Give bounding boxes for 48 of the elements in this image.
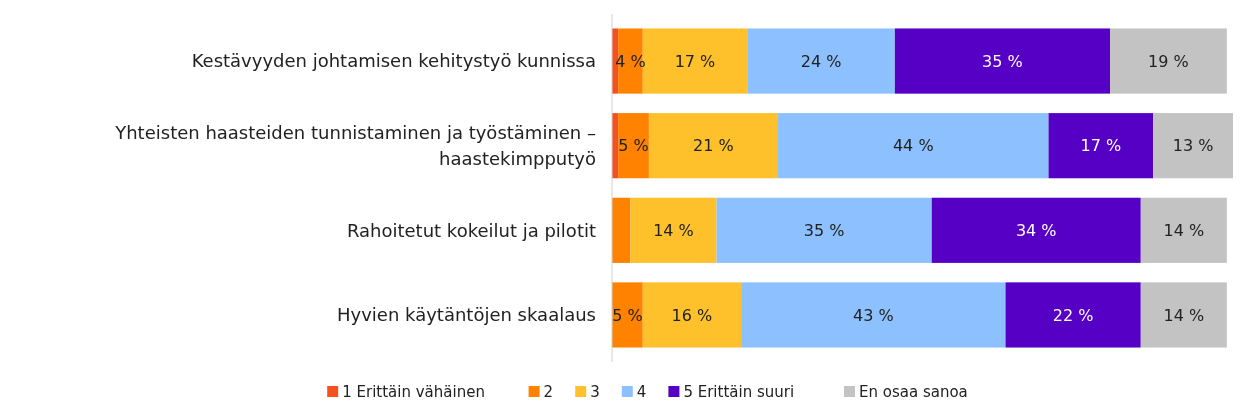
bar bbox=[618, 28, 643, 94]
data-label: 19 % bbox=[1148, 51, 1189, 71]
data-label: 24 % bbox=[800, 51, 842, 71]
bar bbox=[612, 197, 631, 263]
bar bbox=[1005, 282, 1141, 348]
bar bbox=[1110, 28, 1227, 94]
bar bbox=[931, 197, 1141, 263]
bar bbox=[1153, 113, 1233, 179]
bar bbox=[1140, 282, 1227, 348]
data-label: 5 % bbox=[618, 136, 649, 156]
bar bbox=[642, 282, 742, 348]
data-label: 5 % bbox=[612, 305, 643, 325]
legend-label: 3 bbox=[590, 383, 600, 402]
legend-label: 2 bbox=[543, 383, 554, 402]
bar bbox=[741, 282, 1006, 348]
bar bbox=[1048, 113, 1154, 179]
bar bbox=[648, 113, 779, 179]
data-label: 4 % bbox=[615, 51, 646, 71]
data-label: 17 % bbox=[674, 51, 716, 71]
bar bbox=[1140, 197, 1227, 263]
data-label: 34 % bbox=[1015, 220, 1057, 240]
bar bbox=[612, 282, 643, 348]
data-label: 35 % bbox=[982, 51, 1023, 71]
legend-label: 4 bbox=[636, 383, 647, 402]
data-label: 43 % bbox=[852, 305, 894, 325]
data-label: 16 % bbox=[671, 305, 713, 325]
bar bbox=[894, 28, 1111, 94]
data-label: 21 % bbox=[693, 136, 734, 156]
data-label: 14 % bbox=[1163, 305, 1205, 325]
bar bbox=[747, 28, 895, 94]
y-tick-label: Yhteisten haasteiden tunnistaminen ja työstäminen – haastekimpputyö bbox=[114, 121, 596, 169]
y-tick-label: Hyvien käytäntöjen skaalaus bbox=[337, 304, 596, 326]
legend-label: En osaa sanoa bbox=[859, 383, 968, 402]
data-label: 35 % bbox=[803, 220, 845, 240]
legend-label: 5 Erittäin suuri bbox=[683, 383, 795, 402]
data-label: 17 % bbox=[1080, 136, 1122, 156]
data-label: 14 % bbox=[653, 220, 694, 240]
y-tick-label: Kestävyyden johtamisen kehitystyö kunnissa bbox=[191, 50, 596, 72]
bar bbox=[778, 113, 1049, 179]
data-label: 22 % bbox=[1052, 305, 1094, 325]
y-tick-label: Rahoitetut kokeilut ja pilotit bbox=[346, 219, 596, 241]
data-label: 44 % bbox=[892, 136, 934, 156]
legend-label: 1 Erittäin vähäinen bbox=[342, 383, 485, 402]
bar bbox=[716, 197, 932, 263]
data-label: 14 % bbox=[1163, 220, 1205, 240]
bar bbox=[630, 197, 717, 263]
data-label: 13 % bbox=[1172, 136, 1214, 156]
bar bbox=[618, 113, 649, 179]
